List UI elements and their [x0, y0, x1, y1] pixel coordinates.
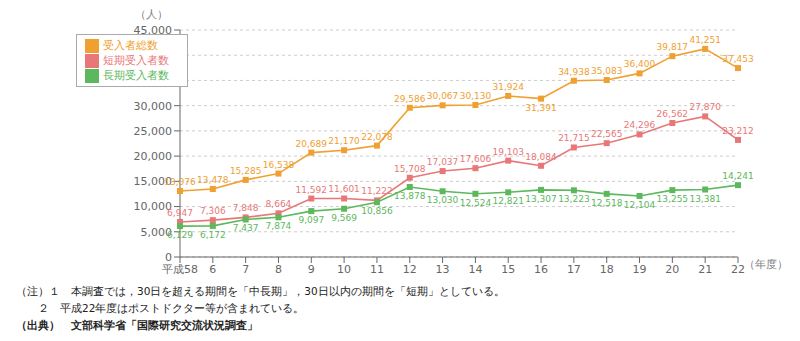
svg-text:24,296: 24,296 — [624, 120, 656, 130]
svg-text:15: 15 — [501, 263, 515, 276]
svg-text:8,664: 8,664 — [266, 199, 292, 209]
svg-text:20: 20 — [665, 263, 679, 276]
svg-text:22: 22 — [731, 263, 745, 276]
svg-text:21: 21 — [698, 263, 712, 276]
svg-text:12,524: 12,524 — [460, 198, 492, 208]
svg-text:7,874: 7,874 — [266, 221, 292, 231]
svg-text:39,817: 39,817 — [657, 42, 689, 52]
svg-text:34,938: 34,938 — [558, 67, 590, 77]
svg-text:21,170: 21,170 — [328, 136, 360, 146]
svg-text:13: 13 — [436, 263, 450, 276]
svg-text:18: 18 — [600, 263, 614, 276]
svg-text:27,870: 27,870 — [689, 102, 721, 112]
svg-text:17,606: 17,606 — [460, 154, 492, 164]
svg-text:6: 6 — [209, 263, 216, 276]
svg-text:18,084: 18,084 — [525, 152, 557, 162]
svg-text:7,848: 7,848 — [233, 203, 259, 213]
svg-text:20,689: 20,689 — [296, 139, 328, 149]
svg-text:15,708: 15,708 — [394, 164, 426, 174]
svg-text:31,391: 31,391 — [525, 103, 557, 113]
svg-text:14: 14 — [468, 263, 482, 276]
svg-text:0: 0 — [165, 251, 172, 264]
svg-text:10: 10 — [337, 263, 351, 276]
svg-text:6,129: 6,129 — [167, 230, 193, 240]
svg-text:14,241: 14,241 — [722, 171, 754, 181]
svg-text:平成58: 平成58 — [162, 263, 198, 276]
svg-text:16,538: 16,538 — [263, 160, 295, 170]
svg-text:19: 19 — [633, 263, 647, 276]
svg-text:45,000: 45,000 — [134, 24, 173, 37]
svg-text:13,878: 13,878 — [394, 191, 426, 201]
svg-text:6,172: 6,172 — [200, 230, 226, 240]
svg-text:29,586: 29,586 — [394, 94, 426, 104]
svg-text:7,306: 7,306 — [200, 206, 226, 216]
svg-text:23,212: 23,212 — [722, 126, 754, 136]
svg-text:（年度）: （年度） — [744, 258, 788, 271]
svg-text:35,083: 35,083 — [591, 66, 623, 76]
svg-text:7,437: 7,437 — [233, 223, 259, 233]
svg-text:13,223: 13,223 — [558, 194, 590, 204]
svg-text:13,255: 13,255 — [657, 194, 689, 204]
svg-text:35,000: 35,000 — [134, 74, 173, 87]
svg-text:10,856: 10,856 — [361, 206, 393, 216]
svg-text:21,715: 21,715 — [558, 133, 590, 143]
svg-text:11: 11 — [370, 263, 384, 276]
svg-text:26,562: 26,562 — [657, 109, 689, 119]
svg-text:17,037: 17,037 — [427, 157, 459, 167]
svg-text:13,478: 13,478 — [197, 175, 229, 185]
svg-text:12,104: 12,104 — [624, 200, 656, 210]
svg-text:30,130: 30,130 — [460, 91, 492, 101]
svg-text:40,000: 40,000 — [134, 49, 173, 62]
svg-text:12,821: 12,821 — [492, 196, 524, 206]
svg-text:13,076: 13,076 — [164, 177, 196, 187]
svg-text:（人）: （人） — [135, 8, 168, 21]
svg-text:41,251: 41,251 — [689, 35, 721, 45]
svg-text:9,569: 9,569 — [331, 213, 357, 223]
svg-text:22,078: 22,078 — [361, 132, 393, 142]
svg-text:15,285: 15,285 — [230, 166, 262, 176]
svg-text:36,400: 36,400 — [624, 59, 656, 69]
svg-text:11,601: 11,601 — [328, 184, 360, 194]
svg-text:12: 12 — [403, 263, 417, 276]
svg-text:25,000: 25,000 — [134, 125, 173, 138]
svg-text:7: 7 — [242, 263, 249, 276]
svg-text:9,097: 9,097 — [298, 215, 324, 225]
svg-text:13,030: 13,030 — [427, 195, 459, 205]
svg-text:13,381: 13,381 — [689, 194, 721, 204]
svg-text:20,000: 20,000 — [134, 150, 173, 163]
svg-text:19,103: 19,103 — [492, 147, 524, 157]
svg-text:6,947: 6,947 — [167, 208, 193, 218]
svg-text:11,592: 11,592 — [296, 185, 328, 195]
svg-text:11,222: 11,222 — [361, 186, 393, 196]
svg-text:22,565: 22,565 — [591, 129, 623, 139]
svg-text:30,067: 30,067 — [427, 91, 459, 101]
svg-text:16: 16 — [534, 263, 548, 276]
svg-text:17: 17 — [567, 263, 581, 276]
svg-text:8: 8 — [275, 263, 282, 276]
svg-text:30,000: 30,000 — [134, 100, 173, 113]
svg-text:37,453: 37,453 — [722, 54, 754, 64]
svg-text:31,924: 31,924 — [492, 82, 524, 92]
svg-text:13,307: 13,307 — [525, 194, 557, 204]
svg-text:9: 9 — [308, 263, 315, 276]
svg-text:12,518: 12,518 — [591, 198, 623, 208]
